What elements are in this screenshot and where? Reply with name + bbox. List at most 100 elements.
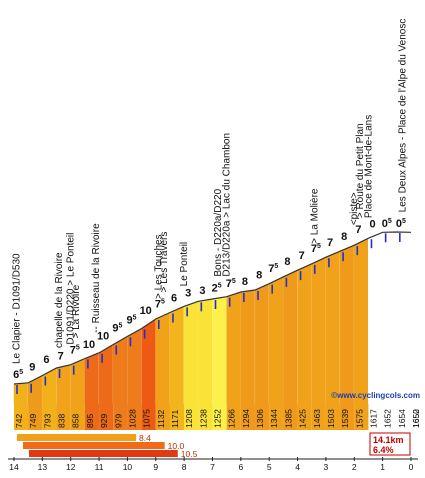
grade-label: 6 — [43, 354, 49, 366]
altitude-cell — [240, 404, 256, 430]
landmark-label: > Route du Petit Plan — [355, 123, 366, 218]
altitude-cell — [56, 404, 71, 430]
altitude-label: 895 — [85, 414, 95, 428]
grade-label: 75 — [226, 278, 236, 290]
altitude-cell — [70, 404, 85, 430]
profile-outline — [13, 231, 412, 385]
altitude-label: 749 — [28, 414, 38, 428]
altitude-cell — [340, 404, 355, 430]
landmark-label: Les Deux Alpes - Place de l'Alpe du Veno… — [397, 19, 408, 213]
profile-segment — [283, 269, 298, 405]
altitude-label: 1617 — [368, 409, 378, 428]
profile-segment — [113, 335, 128, 405]
altitude-label: 1652 — [411, 409, 421, 428]
altitude-cell — [396, 404, 411, 430]
profile-segment — [84, 352, 100, 405]
summary-bar-label: 10.0 — [168, 441, 185, 451]
summary-bar — [17, 434, 136, 441]
summary-bar — [29, 450, 178, 457]
profile-segment — [396, 231, 412, 405]
profile-segment — [56, 364, 71, 405]
altitude-cell — [368, 404, 383, 430]
landmark-label: Le Clapier - D1091/D530 — [12, 253, 23, 364]
profile-segment — [268, 276, 284, 405]
altitude-cell — [84, 404, 100, 430]
altitude-label: 1306 — [255, 409, 265, 428]
grade-label: 8 — [242, 276, 248, 288]
altitude-cell — [99, 404, 114, 430]
landmark-label: D1091/D220 > Le Ponteil — [66, 233, 77, 345]
profile-segment — [42, 367, 57, 405]
altitude-cell — [297, 404, 312, 430]
altitude-cell — [155, 404, 170, 430]
altitude-cell — [113, 404, 128, 430]
altitude-label: 1252 — [213, 409, 223, 428]
profile-segment — [127, 328, 142, 405]
grade-label: 3 — [185, 287, 191, 299]
altitude-label: 1075 — [142, 409, 152, 428]
altitude-cell — [354, 404, 369, 430]
km-tick-label: 11 — [95, 462, 104, 472]
altitude-label: 742 — [14, 414, 24, 428]
grade-label: 10 — [83, 339, 95, 351]
profile-segment — [141, 318, 157, 405]
grade-label: 8 — [341, 231, 347, 243]
grade-label: 75 — [268, 263, 278, 275]
landmark-label: > La Molière — [309, 188, 320, 244]
profile-segment — [155, 312, 171, 405]
altitude-cell — [212, 404, 227, 430]
grade-label: 6 — [171, 292, 177, 304]
landmark-label: Place de Mont-de-Lans — [363, 115, 374, 218]
altitude-cell — [269, 404, 284, 430]
km-tick-label: 9 — [153, 462, 158, 472]
profile-segment — [13, 382, 29, 405]
grade-label: 95 — [127, 315, 137, 327]
altitude-label: 1385 — [283, 409, 293, 428]
total-distance: 14.1km — [373, 435, 404, 445]
km-tick-label: 14 — [9, 462, 19, 472]
profile-segment — [368, 231, 383, 405]
grade-label: 95 — [112, 322, 122, 334]
altitude-cell — [127, 404, 142, 430]
profile-segment — [70, 358, 86, 405]
grade-label: 8 — [256, 270, 262, 282]
altitude-label: 1425 — [298, 409, 308, 428]
km-tick-label: 4 — [295, 462, 300, 472]
altitude-label: 1171 — [170, 409, 180, 428]
grade-label: 75 — [70, 345, 80, 357]
altitude-cell — [226, 404, 241, 430]
landmark-label: Bons - D220a/D220 — [213, 188, 224, 276]
grade-label: 8 — [284, 256, 290, 268]
profile-segment — [339, 244, 355, 405]
grade-label: 65 — [13, 369, 23, 381]
grade-label: 0 — [369, 218, 375, 230]
profile-segment — [98, 344, 114, 405]
profile-segment — [254, 283, 270, 405]
grade-label: 10 — [140, 305, 152, 317]
profile-segment — [325, 250, 341, 405]
altitude-cell — [255, 404, 270, 430]
grade-label: 7 — [58, 351, 64, 363]
grade-label: 7 — [299, 250, 305, 262]
grade-label: 05 — [382, 218, 392, 230]
grade-label: 3 — [199, 285, 205, 297]
grade-label: 75 — [155, 299, 165, 311]
km-tick-label: 10 — [123, 462, 133, 472]
altitude-label: 979 — [113, 414, 123, 428]
landmark-label: <piste> — [349, 192, 360, 225]
altitude-label: 1266 — [227, 409, 237, 428]
altitude-label: 1539 — [340, 409, 350, 428]
km-tick-label: 2 — [352, 462, 357, 472]
km-tick-label: 13 — [38, 462, 48, 472]
landmark-label: -- Ruisseau de la Rivoire — [91, 223, 102, 333]
grade-label: 05 — [396, 218, 406, 230]
landmark-label: Le Ponteil — [179, 242, 190, 286]
profile-segment — [212, 296, 227, 405]
km-tick-label: 8 — [182, 462, 187, 472]
profile-segment — [382, 231, 398, 405]
altitude-cell — [283, 404, 298, 430]
summary-bar-label: 8.4 — [139, 433, 151, 443]
summary-bar-label: 10.5 — [181, 449, 198, 459]
altitude-cell — [311, 404, 326, 430]
grade-label: 7 — [327, 237, 333, 249]
